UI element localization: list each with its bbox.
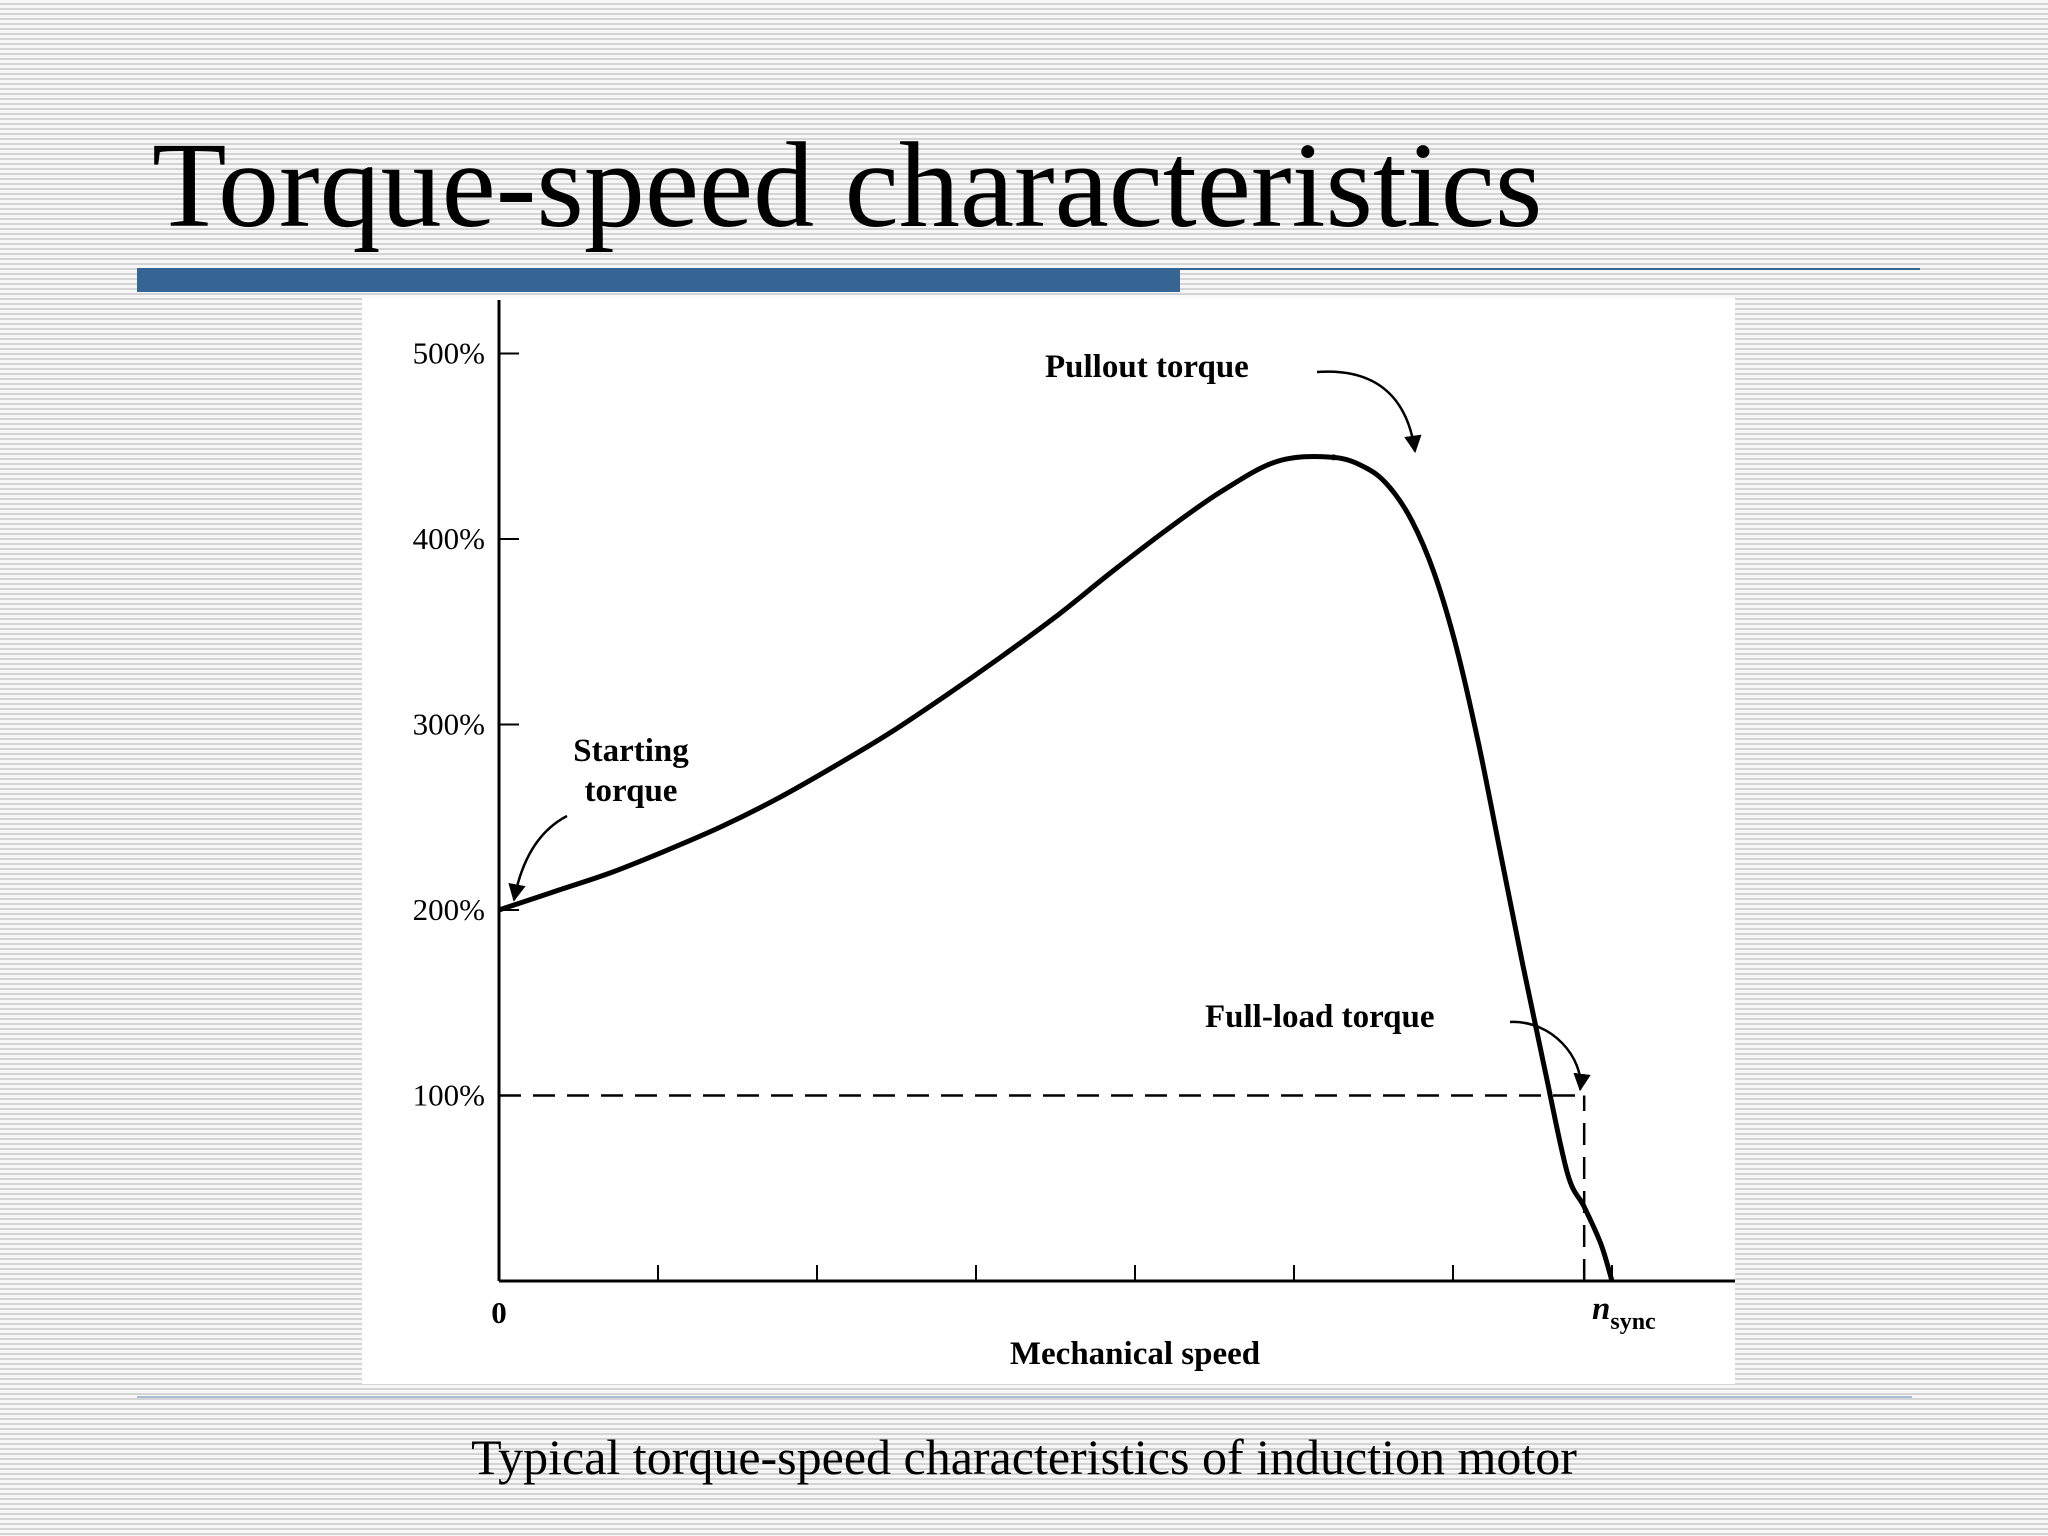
series xyxy=(498,454,1615,1282)
annotations: Pullout torque Starting torque Full-load to… xyxy=(508,349,1591,1092)
title-underline xyxy=(1180,268,1920,270)
title-accent-bar xyxy=(137,268,1180,292)
x-tick-label-nsync: nsync xyxy=(1592,1291,1656,1335)
y-tick-label: 100% xyxy=(413,1078,485,1113)
chart-figure: Pullout torque Starting torque Full-load to… xyxy=(362,298,1735,1384)
nsync-subscript: sync xyxy=(1610,1309,1656,1335)
starting-torque-label-line: Starting xyxy=(573,733,689,769)
y-tick-label: 200% xyxy=(413,892,485,927)
pullout-torque-point xyxy=(1330,454,1337,461)
full-load-torque-label: Full-load torque xyxy=(1205,999,1435,1035)
y-tick-label: 500% xyxy=(413,336,485,371)
torque-speed-chart: Pullout torque Starting torque Full-load to… xyxy=(413,300,1735,1373)
torque-speed-curve xyxy=(498,454,1615,1282)
x-axis-title: Mechanical speed xyxy=(1010,1336,1260,1372)
reference-lines xyxy=(499,1094,1586,1281)
axes xyxy=(497,300,1735,1283)
pullout-torque-label: Pullout torque xyxy=(1045,349,1249,385)
starting-torque-label: Starting torque xyxy=(573,733,689,809)
starting-torque-label-line: torque xyxy=(585,773,678,809)
y-tick-label: 400% xyxy=(413,521,485,556)
figure-caption: Typical torque-speed characteristics of … xyxy=(471,1429,1577,1485)
y-tick-label: 300% xyxy=(413,707,485,742)
slide-title: Torque-speed characteristics xyxy=(152,118,1543,253)
x-tick-label-zero: 0 xyxy=(491,1295,507,1330)
full-load-torque-arrow xyxy=(1509,1020,1591,1092)
footer-rule xyxy=(137,1396,1912,1398)
nsync-base: n xyxy=(1592,1291,1610,1327)
pullout-torque-arrow xyxy=(1316,370,1422,454)
axis-labels: 100% 200% 300% 400% 500% 0 nsync Mechanical spe… xyxy=(413,336,1656,1373)
starting-torque-arrow xyxy=(508,814,568,902)
